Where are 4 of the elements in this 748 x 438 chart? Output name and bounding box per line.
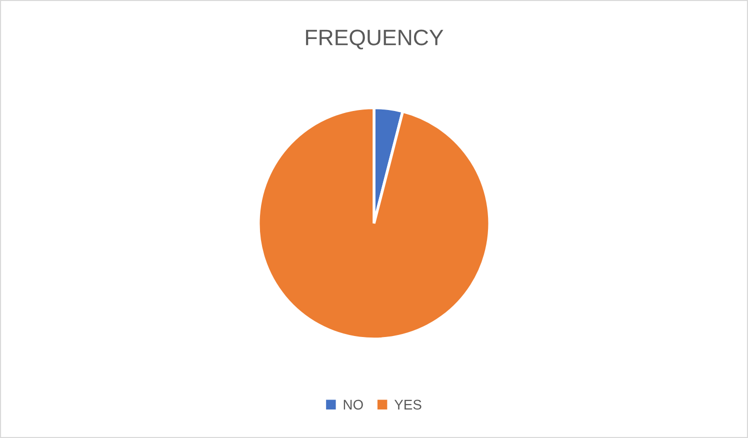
- legend-label: NO: [344, 400, 363, 410]
- pie-slice: [256, 106, 492, 340]
- chart-title: FREQUENCY: [306, 30, 444, 50]
- legend-label: YES: [394, 400, 422, 410]
